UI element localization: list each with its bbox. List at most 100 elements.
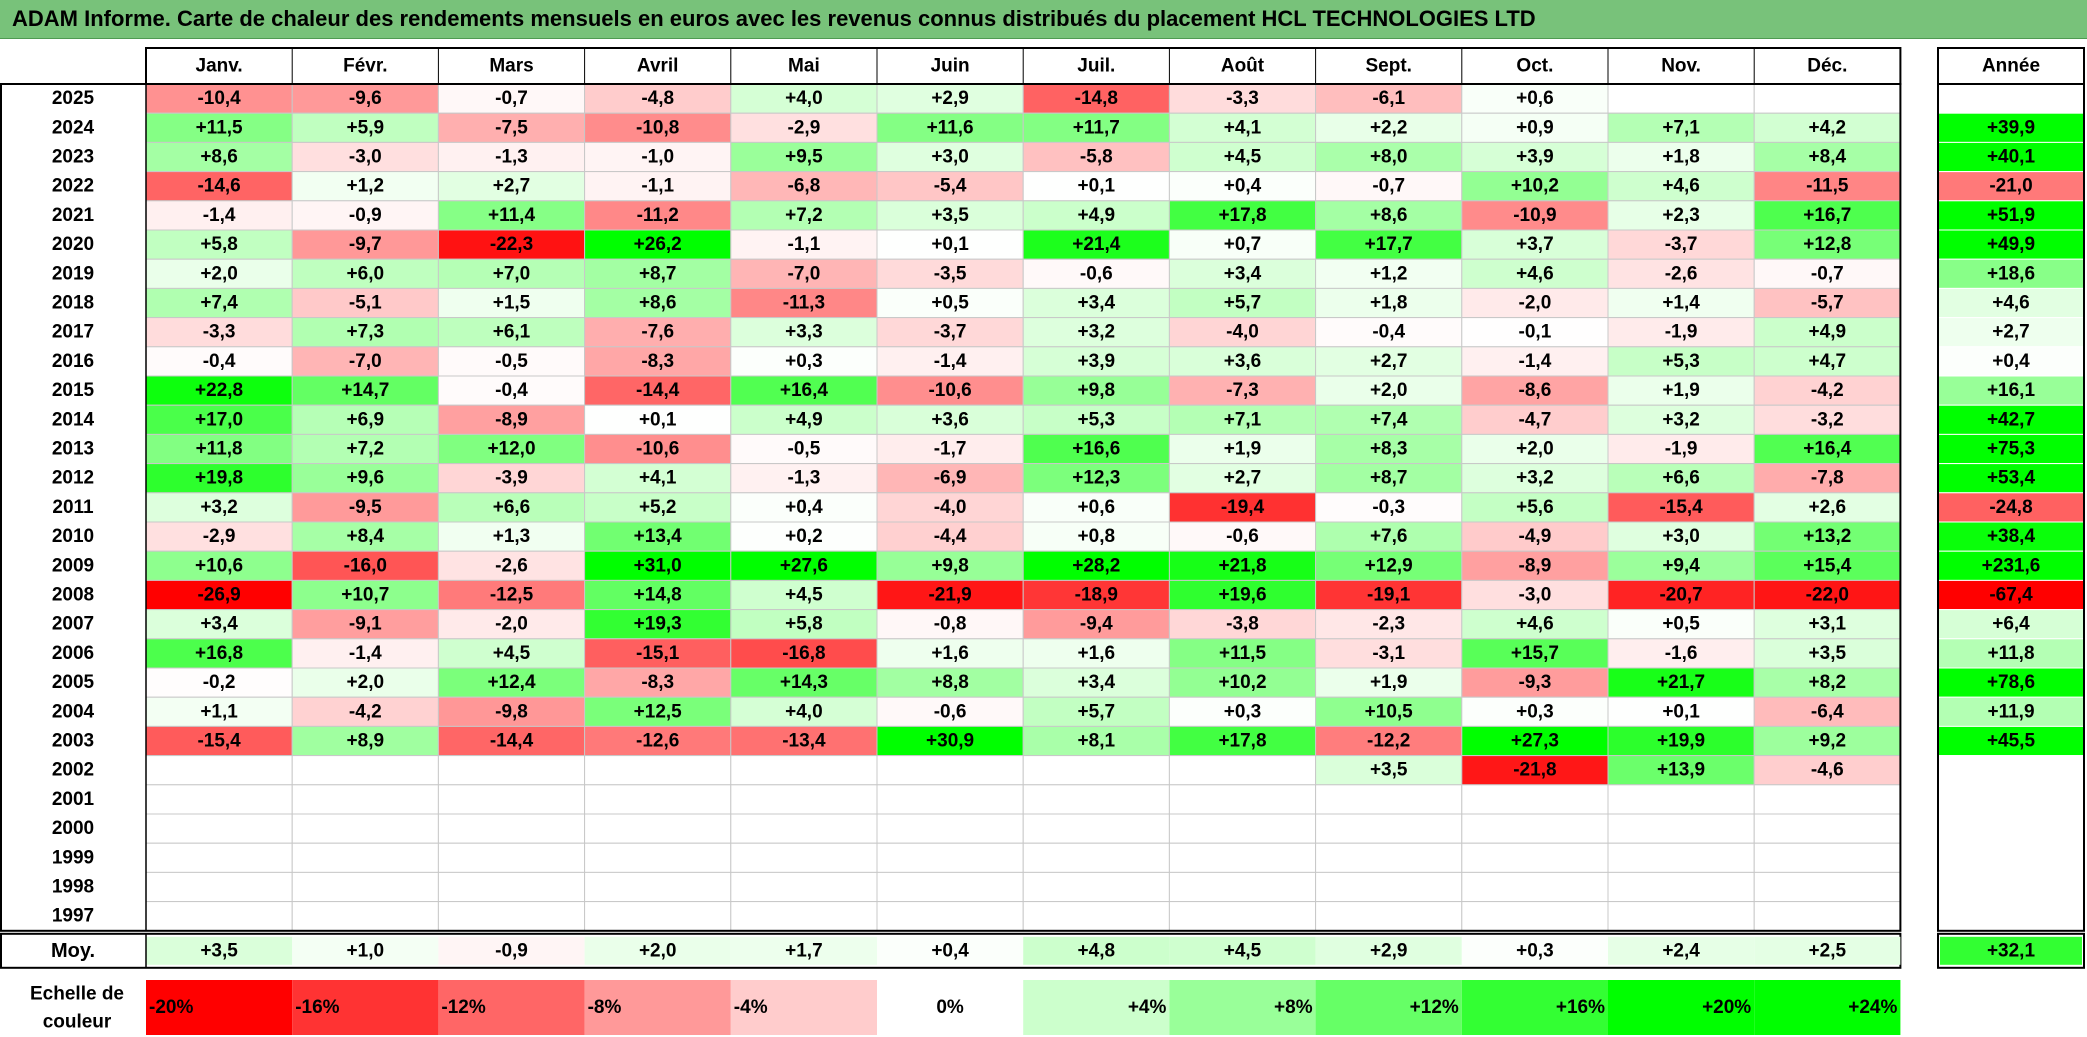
average-cell xyxy=(1023,936,1170,965)
chart-title: ADAM Informe. Carte de chaleur des rende… xyxy=(12,6,1536,31)
month-header-2: Févr. xyxy=(343,56,387,77)
heatmap-cell xyxy=(1022,171,1170,202)
heatmap-cell xyxy=(730,112,878,143)
cell-value: +2,7 xyxy=(493,176,531,197)
cell-value: +7,6 xyxy=(1370,526,1408,547)
annual-cell xyxy=(1937,521,2085,552)
cell-value: +11,4 xyxy=(488,205,535,226)
cell-value: +16,8 xyxy=(195,643,243,664)
heatmap-cell xyxy=(1168,813,1317,844)
cell-value: +5,7 xyxy=(1224,293,1262,314)
cell-value: +8,3 xyxy=(1370,439,1408,460)
year-label-2020: 2020 xyxy=(52,234,94,255)
average-annual-value: +32,1 xyxy=(1987,940,2036,961)
cell-value: +0,1 xyxy=(931,234,969,255)
heatmap-cell xyxy=(1753,375,1901,406)
annual-cell xyxy=(1937,609,2085,640)
cell-value: -10,6 xyxy=(928,380,971,401)
cell-value: +3,6 xyxy=(1224,351,1262,372)
cell-value: -5,7 xyxy=(1811,293,1844,314)
heatmap-cell xyxy=(1022,755,1170,786)
heatmap-cell xyxy=(145,579,293,611)
annual-cell xyxy=(1937,112,2085,143)
cell-value: +2,0 xyxy=(1370,380,1408,401)
heatmap-cell xyxy=(1168,521,1317,552)
heatmap-cell xyxy=(145,346,293,377)
heatmap-cell xyxy=(1315,842,1463,873)
heatmap-cell xyxy=(145,638,293,669)
cell-value: +4,6 xyxy=(1516,263,1554,284)
heatmap-cell xyxy=(876,638,1024,669)
cell-value: -9,1 xyxy=(349,614,382,635)
annual-cell xyxy=(1937,317,2085,348)
cell-value: +11,7 xyxy=(1073,117,1120,138)
cell-value: +0,3 xyxy=(1224,701,1262,722)
heatmap-cell xyxy=(1168,842,1317,873)
cell-value: -0,3 xyxy=(1372,497,1405,518)
cell-value: -1,4 xyxy=(349,643,382,664)
heatmap-cell xyxy=(1461,579,1609,611)
cell-value: +4,6 xyxy=(1662,176,1700,197)
cell-value: -1,1 xyxy=(788,234,821,255)
heatmap-cell xyxy=(437,579,586,611)
heatmap-cell xyxy=(1607,141,1755,173)
cell-value: +9,8 xyxy=(931,555,969,576)
scale-step-label: +16% xyxy=(1556,997,1605,1018)
heatmap-cell xyxy=(876,317,1024,348)
heatmap-cell xyxy=(1607,638,1755,669)
cell-value: +4,9 xyxy=(785,409,823,430)
cell-value: -9,5 xyxy=(349,497,382,518)
heatmap-cell xyxy=(437,171,586,202)
cell-value: -19,1 xyxy=(1367,585,1411,606)
month-header-1: Janv. xyxy=(196,56,243,77)
heatmap-cell xyxy=(730,784,878,815)
heatmap-cell xyxy=(584,521,732,552)
heatmap-cell xyxy=(291,871,439,903)
heatmap-cell xyxy=(1168,871,1317,903)
heatmap-cell xyxy=(437,784,586,815)
scale-swatch xyxy=(146,980,293,1035)
year-label-1998: 1998 xyxy=(52,877,94,898)
heatmap-cell xyxy=(1461,871,1609,903)
heatmap-cell xyxy=(291,784,439,815)
cell-value: +0,1 xyxy=(1078,176,1116,197)
heatmap-cell xyxy=(291,287,439,319)
heatmap-cell xyxy=(1168,492,1317,523)
heatmap-cell xyxy=(1753,813,1901,844)
cell-value: +9,5 xyxy=(785,147,823,168)
cell-value: -3,7 xyxy=(1665,234,1698,255)
cell-value: +1,6 xyxy=(1078,643,1116,664)
heatmap-cell xyxy=(1022,901,1170,932)
heatmap-cell xyxy=(291,725,439,757)
cell-value: +26,2 xyxy=(634,234,682,255)
heatmap-cell xyxy=(291,229,439,260)
cell-value: +1,9 xyxy=(1370,672,1408,693)
heatmap-cell xyxy=(1315,638,1463,669)
cell-value: +8,1 xyxy=(1078,731,1116,752)
cell-value: -4,2 xyxy=(1811,380,1844,401)
heatmap-cell xyxy=(1315,229,1463,260)
cell-value: +17,8 xyxy=(1218,205,1266,226)
cell-value: -15,1 xyxy=(636,643,680,664)
heatmap-cell xyxy=(584,842,732,873)
heatmap-cell xyxy=(291,755,439,786)
cell-value: -5,4 xyxy=(934,176,967,197)
heatmap-cell xyxy=(437,871,586,903)
heatmap-cell xyxy=(584,229,732,260)
cell-value: +19,8 xyxy=(195,468,243,489)
cell-value: +1,6 xyxy=(931,643,969,664)
cell-value: +5,3 xyxy=(1662,351,1700,372)
month-header-7: Juil. xyxy=(1077,56,1115,77)
cell-value: -9,7 xyxy=(349,234,382,255)
cell-value: +10,7 xyxy=(341,585,389,606)
scale-swatch xyxy=(730,980,877,1035)
heatmap-cell xyxy=(1461,521,1609,552)
cell-value: +4,7 xyxy=(1809,351,1847,372)
cell-value: +27,3 xyxy=(1511,731,1559,752)
cell-value: +7,0 xyxy=(493,263,531,284)
heatmap-cell xyxy=(730,404,878,435)
cell-value: +19,6 xyxy=(1218,585,1266,606)
heatmap-cell xyxy=(1168,638,1317,669)
average-value: +1,0 xyxy=(347,940,385,961)
year-label-2012: 2012 xyxy=(52,468,94,489)
